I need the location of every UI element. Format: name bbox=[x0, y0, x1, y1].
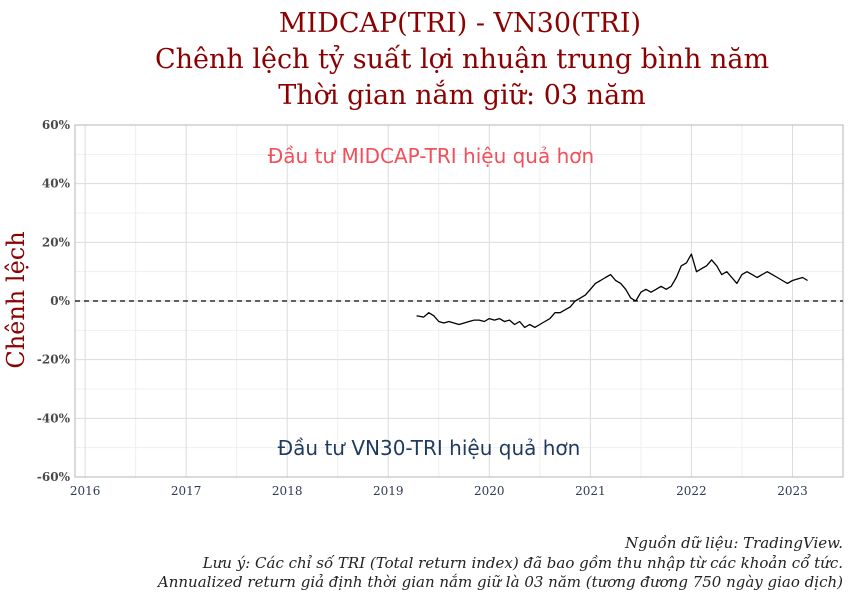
y-tick-label: -20% bbox=[37, 353, 71, 367]
x-tick-label: 2018 bbox=[272, 484, 303, 498]
y-tick-label: 40% bbox=[42, 177, 71, 191]
y-tick-label: -40% bbox=[37, 411, 71, 425]
footnote-source: Nguồn dữ liệu: TradingView. bbox=[624, 534, 843, 552]
footnote-annualized: Annualized return giả định thời gian nắm… bbox=[156, 573, 843, 591]
y-tick-label: 60% bbox=[42, 118, 71, 132]
chart-title-line-2: Chênh lệch tỷ suất lợi nhuận trung bình … bbox=[155, 44, 769, 75]
annotation-midcap-better: Đầu tư MIDCAP-TRI hiệu quả hơn bbox=[268, 144, 594, 168]
x-tick-label: 2022 bbox=[676, 484, 707, 498]
plot-area: -60% -40% -20% 0% 20% 40% 60% 2016 2017 2018 2019 2… bbox=[37, 118, 844, 498]
y-tick-label: 0% bbox=[50, 294, 70, 308]
chart-title-line-1: MIDCAP(TRI) - VN30(TRI) bbox=[279, 8, 641, 39]
annotation-vn30-better: Đầu tư VN30-TRI hiệu quả hơn bbox=[278, 436, 581, 460]
x-tick-label: 2020 bbox=[474, 484, 505, 498]
y-axis-label: Chênh lệch bbox=[2, 231, 30, 368]
x-tick-label: 2023 bbox=[777, 484, 808, 498]
y-tick-label: -60% bbox=[37, 470, 71, 484]
series-line-0 bbox=[416, 253, 808, 329]
footnote-tri: Lưu ý: Các chỉ số TRI (Total return inde… bbox=[202, 554, 843, 572]
chart-title-line-3: Thời gian nắm giữ: 03 năm bbox=[278, 79, 646, 111]
x-tick-label: 2019 bbox=[373, 484, 404, 498]
x-tick-label: 2021 bbox=[575, 484, 606, 498]
y-tick-label: 20% bbox=[42, 235, 71, 249]
x-tick-label: 2016 bbox=[70, 484, 101, 498]
x-tick-label: 2017 bbox=[171, 484, 202, 498]
